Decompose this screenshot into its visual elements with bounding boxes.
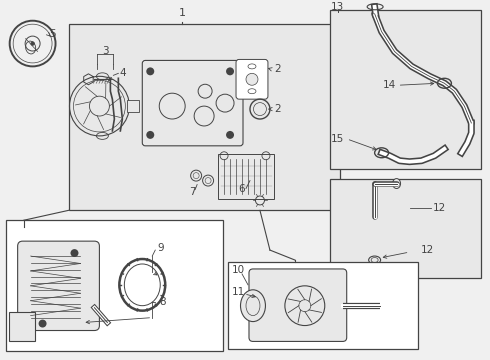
Text: 14: 14 (383, 80, 396, 90)
Text: 11: 11 (231, 287, 245, 297)
Circle shape (147, 67, 154, 75)
Text: 8: 8 (159, 297, 166, 307)
Circle shape (71, 249, 78, 257)
Text: 1: 1 (179, 8, 186, 18)
Text: 10: 10 (231, 265, 245, 275)
Text: 13: 13 (331, 2, 344, 12)
Text: 9: 9 (157, 243, 164, 253)
FancyBboxPatch shape (228, 262, 417, 349)
FancyBboxPatch shape (218, 154, 274, 199)
Circle shape (226, 131, 234, 139)
Text: 4: 4 (119, 68, 125, 78)
Text: 3: 3 (102, 46, 109, 57)
Text: 6: 6 (239, 184, 245, 194)
Text: 5: 5 (49, 28, 56, 39)
Text: 2: 2 (274, 104, 281, 114)
FancyBboxPatch shape (9, 312, 35, 341)
FancyBboxPatch shape (236, 59, 268, 99)
Circle shape (31, 42, 34, 45)
Bar (127, 100, 139, 112)
Circle shape (246, 73, 258, 85)
Circle shape (226, 67, 234, 75)
Ellipse shape (392, 179, 400, 189)
FancyBboxPatch shape (18, 241, 99, 330)
Text: 7: 7 (189, 188, 196, 198)
FancyBboxPatch shape (249, 269, 347, 341)
FancyBboxPatch shape (6, 220, 223, 351)
Circle shape (147, 131, 154, 139)
Text: 15: 15 (331, 134, 344, 144)
FancyBboxPatch shape (330, 179, 481, 278)
Text: 2: 2 (274, 64, 281, 75)
FancyBboxPatch shape (330, 10, 481, 168)
Ellipse shape (241, 290, 266, 321)
Text: 12: 12 (421, 245, 434, 255)
FancyBboxPatch shape (142, 60, 243, 146)
FancyBboxPatch shape (69, 24, 340, 210)
Text: 12: 12 (433, 203, 446, 213)
Circle shape (39, 320, 47, 328)
